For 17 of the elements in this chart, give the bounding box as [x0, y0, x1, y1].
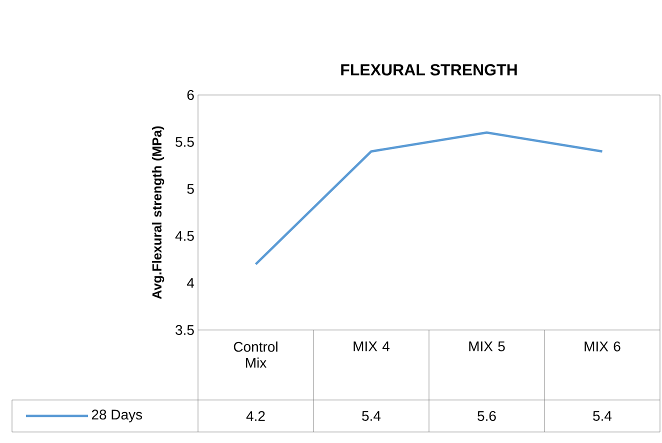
- y-tick-label: 5: [187, 184, 194, 194]
- y-axis-title: Avg.Flexural strength (MPa): [152, 126, 164, 299]
- y-tick-label: 5.5: [176, 137, 194, 147]
- y-tick-label: 6: [187, 90, 194, 100]
- y-tick-label: 4: [186, 278, 194, 288]
- data-label: 5.4: [593, 411, 612, 421]
- x-tick-label: Control Mix: [234, 342, 278, 368]
- x-tick-label: MIX 5: [469, 342, 505, 352]
- data-label: 5.4: [362, 411, 381, 421]
- x-tick-label: MIX 4: [354, 342, 390, 352]
- chart-title: FLEXURAL STRENGTH: [341, 64, 517, 76]
- y-tick-label: 4.5: [175, 231, 194, 241]
- legend-label: 28 Days: [92, 410, 142, 422]
- data-label: 4.2: [246, 411, 265, 421]
- x-tick-label: MIX 6: [584, 342, 620, 352]
- y-tick-label: 3.5: [176, 325, 194, 335]
- data-label: 5.6: [478, 411, 496, 421]
